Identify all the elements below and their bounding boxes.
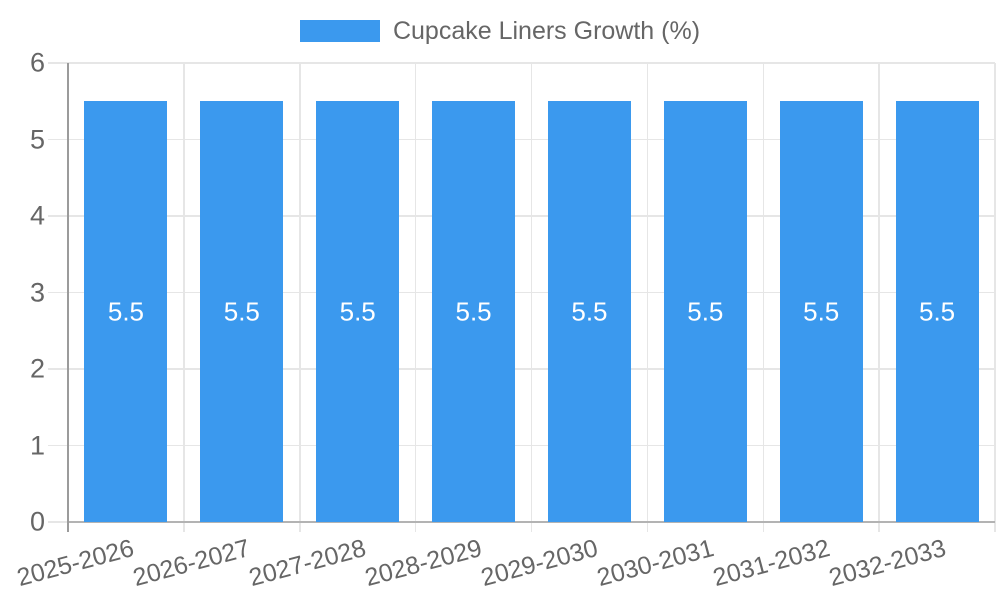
bar-value-label: 5.5 (571, 296, 608, 327)
bar[interactable] (663, 101, 747, 522)
bar-value-label: 5.5 (918, 296, 956, 327)
y-axis-tick-label: 0 (29, 506, 45, 537)
plot-area: 5.5 5.5 5.5 5.5 5.5 5.5 5.5 5.5 (48, 62, 996, 532)
gridline-vertical (646, 63, 649, 532)
legend-swatch-icon (299, 20, 380, 42)
x-axis-tick-label: 2029-2030 (477, 534, 601, 592)
gridline-horizontal (48, 215, 995, 217)
y-axis-tick-label: 2 (29, 353, 45, 384)
y-axis-tick-label: 5 (29, 124, 45, 154)
x-axis-tick-label: 2025-2026 (14, 534, 138, 592)
gridline-vertical (183, 63, 185, 532)
bar[interactable] (895, 101, 979, 522)
gridline-horizontal (48, 444, 995, 447)
y-axis-tick-label: 6 (29, 47, 45, 78)
x-axis-tick-label: 2027-2028 (246, 534, 369, 592)
bar-value-label: 5.5 (107, 296, 145, 327)
bar-value-label: 5.5 (803, 296, 840, 327)
legend-label: Cupcake Liners Growth (%) (392, 17, 701, 45)
gridline-horizontal (48, 291, 995, 294)
y-axis-tick-label: 1 (29, 430, 45, 460)
y-axis-line (67, 63, 69, 532)
bar[interactable] (432, 101, 516, 522)
y-axis-tick-label: 3 (29, 277, 45, 307)
bar[interactable] (316, 101, 400, 522)
gridline-vertical (994, 63, 996, 532)
bar-value-label: 5.5 (339, 296, 376, 327)
bar-value-label: 5.5 (223, 296, 260, 327)
gridline-horizontal (48, 138, 995, 141)
bar[interactable] (200, 101, 284, 522)
bar-value-label: 5.5 (455, 296, 492, 327)
gridline-vertical (530, 63, 533, 532)
y-axis-tick-label: 4 (29, 200, 45, 231)
gridline-vertical (878, 63, 880, 532)
bar[interactable] (84, 101, 168, 522)
x-axis-baseline (68, 520, 995, 523)
gridline-horizontal (48, 368, 995, 370)
gridline-vertical (299, 63, 301, 532)
x-axis-tick-label: 2032-2033 (825, 534, 949, 592)
gridline-horizontal (48, 62, 995, 64)
bar[interactable] (779, 101, 863, 522)
bar[interactable] (547, 101, 631, 522)
x-axis-tick-label: 2031-2032 (709, 534, 833, 592)
x-axis-tick-label: 2030-2031 (593, 534, 717, 592)
legend[interactable]: Cupcake Liners Growth (%) (0, 18, 1000, 44)
x-axis-tick-label: 2026-2027 (130, 534, 254, 592)
x-axis-tick-label: 2028-2029 (362, 534, 485, 592)
gridline-vertical (762, 63, 764, 532)
gridline-vertical (414, 63, 417, 532)
bar-value-label: 5.5 (687, 296, 724, 327)
